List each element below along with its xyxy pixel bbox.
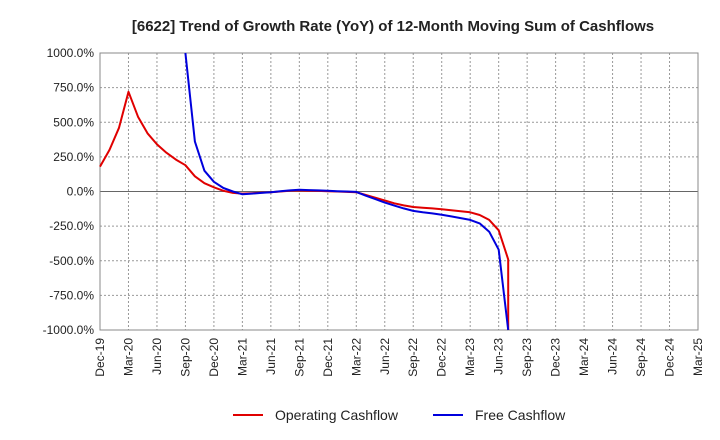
y-tick-label: -750.0% xyxy=(49,288,94,302)
x-tick-label: Mar-22 xyxy=(349,338,363,376)
y-tick-label: -250.0% xyxy=(49,219,94,233)
x-tick-label: Dec-24 xyxy=(663,338,677,377)
legend: Operating Cashflow Free Cashflow xyxy=(233,407,566,423)
chart-title: [6622] Trend of Growth Rate (YoY) of 12-… xyxy=(132,18,654,35)
y-tick-label: -500.0% xyxy=(49,254,94,268)
x-tick-label: Sep-21 xyxy=(292,338,306,377)
x-tick-label: Jun-24 xyxy=(606,338,620,375)
x-tick-label: Mar-24 xyxy=(577,338,591,376)
plot-frame xyxy=(99,52,699,331)
x-tick-label: Mar-21 xyxy=(235,338,249,376)
x-tick-label: Mar-20 xyxy=(121,338,135,376)
x-tick-label: Sep-24 xyxy=(634,338,648,377)
x-tick-label: Dec-20 xyxy=(207,338,221,377)
x-tick-label: Mar-25 xyxy=(691,338,705,376)
x-tick-label: Jun-20 xyxy=(150,338,164,375)
x-tick-label: Dec-22 xyxy=(435,338,449,377)
y-tick-label: 0.0% xyxy=(67,185,95,199)
legend-label: Operating Cashflow xyxy=(275,407,399,423)
y-tick-label: 750.0% xyxy=(53,81,94,95)
x-tick-label: Sep-22 xyxy=(406,338,420,377)
series xyxy=(99,52,510,331)
x-tick-label: Sep-23 xyxy=(520,338,534,377)
y-tick-label: 500.0% xyxy=(53,115,94,129)
series-line-2 xyxy=(184,52,510,331)
y-tick-label: -1000.0% xyxy=(43,323,95,337)
y-tick-label: 1000.0% xyxy=(47,46,95,60)
x-tick-label: Dec-19 xyxy=(93,338,107,377)
x-tick-label: Mar-23 xyxy=(463,338,477,376)
x-tick-label: Jun-22 xyxy=(378,338,392,375)
x-tick-label: Jun-23 xyxy=(492,338,506,375)
axes: 1000.0% 750.0% 500.0% 250.0% 0.0% -250.0% -500… xyxy=(43,46,705,377)
legend-label: Free Cashflow xyxy=(475,407,566,423)
y-tick-label: 250.0% xyxy=(53,150,94,164)
x-tick-label: Sep-20 xyxy=(178,338,192,377)
x-tick-label: Dec-21 xyxy=(321,338,335,377)
x-tick-label: Jun-21 xyxy=(264,338,278,375)
x-tick-label: Dec-23 xyxy=(549,338,563,377)
